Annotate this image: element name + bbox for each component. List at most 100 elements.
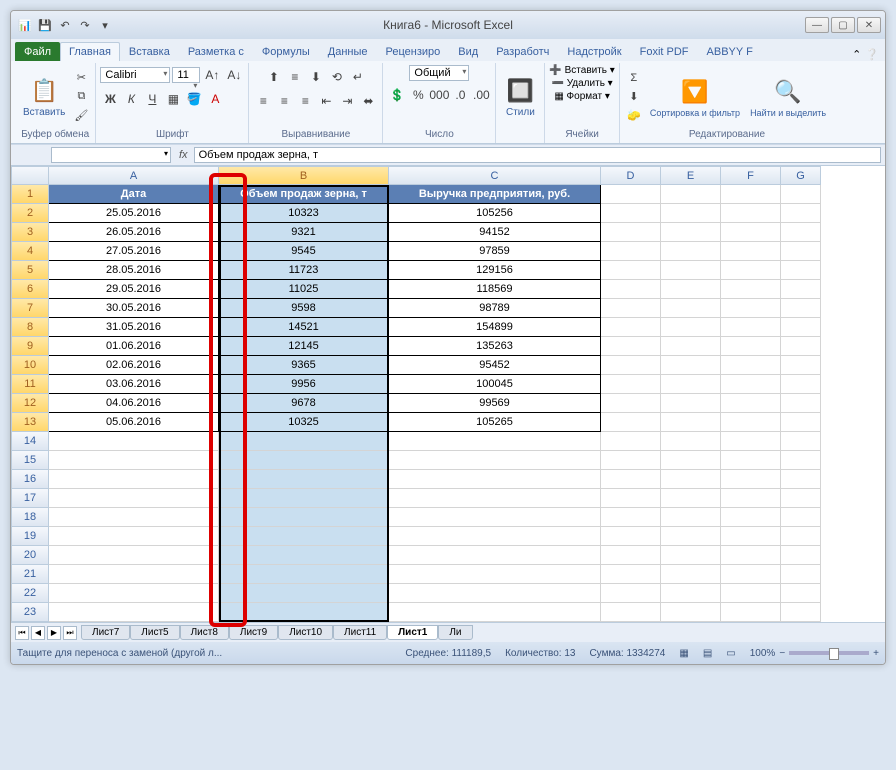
sheet-tab[interactable]: Лист11 [333,625,387,640]
qat-dropdown-icon[interactable]: ▾ [97,17,113,33]
ribbon-minimize-icon[interactable]: ⌃ [852,48,861,61]
cell[interactable] [661,508,721,527]
cell[interactable] [781,470,821,489]
tab-view[interactable]: Вид [449,42,487,61]
column-header[interactable]: G [781,166,821,185]
indent-increase-icon[interactable]: ⇥ [337,91,357,111]
border-icon[interactable]: ▦ [163,89,183,109]
cell[interactable] [219,432,389,451]
merge-icon[interactable]: ⬌ [358,91,378,111]
undo-icon[interactable]: ↶ [57,17,73,33]
row-header[interactable]: 16 [11,470,49,489]
cell[interactable] [781,204,821,223]
cell[interactable] [661,261,721,280]
align-center-icon[interactable]: ≡ [274,91,294,111]
row-header[interactable]: 21 [11,565,49,584]
cell[interactable] [219,546,389,565]
cell[interactable] [601,584,661,603]
row-header[interactable]: 13 [11,413,49,432]
cell[interactable]: 105265 [389,413,601,432]
cell[interactable] [601,242,661,261]
cell[interactable]: 118569 [389,280,601,299]
cell[interactable] [721,242,781,261]
cell[interactable] [49,584,219,603]
find-select-button[interactable]: 🔍Найти и выделить [746,74,830,120]
cell[interactable] [389,546,601,565]
italic-icon[interactable]: К [121,89,141,109]
column-header[interactable]: B [219,166,389,185]
cell[interactable]: 04.06.2016 [49,394,219,413]
cell[interactable]: 154899 [389,318,601,337]
cell[interactable]: 9545 [219,242,389,261]
cell[interactable]: 02.06.2016 [49,356,219,375]
row-header[interactable]: 2 [11,204,49,223]
cell[interactable] [49,546,219,565]
column-header[interactable]: E [661,166,721,185]
cell[interactable] [781,318,821,337]
align-bottom-icon[interactable]: ⬇ [306,67,326,87]
tab-addins[interactable]: Надстройк [558,42,630,61]
fx-icon[interactable]: fx [173,149,194,161]
align-left-icon[interactable]: ≡ [253,91,273,111]
paste-button[interactable]: 📋 Вставить [19,73,69,120]
cell[interactable] [49,451,219,470]
row-header[interactable]: 15 [11,451,49,470]
tab-insert[interactable]: Вставка [120,42,179,61]
sort-filter-button[interactable]: 🔽Сортировка и фильтр [646,74,744,120]
cell[interactable]: 11025 [219,280,389,299]
cell[interactable] [661,394,721,413]
cell[interactable] [49,432,219,451]
cell[interactable] [781,489,821,508]
cell[interactable] [721,603,781,622]
row-header[interactable]: 4 [11,242,49,261]
increase-decimal-icon[interactable]: .0 [450,85,470,105]
row-header[interactable]: 14 [11,432,49,451]
cell[interactable] [49,527,219,546]
cell[interactable] [661,337,721,356]
insert-cells-button[interactable]: ➕ Вставить ▾ [549,65,614,76]
cell[interactable] [219,584,389,603]
cell[interactable] [721,280,781,299]
cell[interactable] [601,204,661,223]
row-header[interactable]: 11 [11,375,49,394]
cell[interactable] [781,280,821,299]
cell[interactable] [389,470,601,489]
row-header[interactable]: 22 [11,584,49,603]
cell[interactable] [781,451,821,470]
sheet-tab[interactable]: Лист8 [180,625,229,640]
grow-font-icon[interactable]: A↑ [202,65,222,85]
spreadsheet-grid[interactable]: 1234567891011121314151617181920212223 AB… [11,166,885,622]
zoom-in-icon[interactable]: + [873,648,879,659]
cell[interactable] [661,356,721,375]
cell[interactable] [721,375,781,394]
help-icon[interactable]: ❔ [865,48,879,61]
view-layout-icon[interactable]: ▤ [703,648,712,659]
cell[interactable] [721,527,781,546]
cell[interactable] [721,261,781,280]
cell[interactable]: 135263 [389,337,601,356]
close-button[interactable]: ✕ [857,17,881,33]
format-cells-button[interactable]: ▦ Формат ▾ [554,91,610,102]
bold-icon[interactable]: Ж [100,89,120,109]
cell[interactable] [781,394,821,413]
cell[interactable] [721,337,781,356]
cell[interactable] [661,584,721,603]
cell[interactable]: 97859 [389,242,601,261]
fill-icon[interactable]: ⬇ [624,88,644,106]
cell[interactable]: 14521 [219,318,389,337]
tab-abbyy[interactable]: ABBYY F [698,42,762,61]
tab-home[interactable]: Главная [60,42,120,61]
zoom-slider[interactable] [789,651,869,655]
cell[interactable] [661,204,721,223]
cell[interactable] [781,356,821,375]
redo-icon[interactable]: ↷ [77,17,93,33]
cell[interactable] [781,527,821,546]
cell[interactable]: 9321 [219,223,389,242]
cell[interactable]: 12145 [219,337,389,356]
tab-file[interactable]: Файл [15,42,60,61]
formula-content[interactable]: Объем продаж зерна, т [194,147,881,163]
font-color-icon[interactable]: A [205,89,225,109]
sheet-tab[interactable]: Лист10 [278,625,333,640]
cell[interactable] [721,470,781,489]
cell[interactable] [721,413,781,432]
